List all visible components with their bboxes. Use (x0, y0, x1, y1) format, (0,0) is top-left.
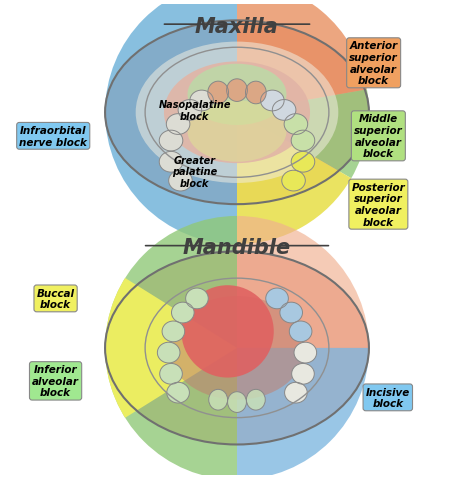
Ellipse shape (209, 390, 228, 410)
Ellipse shape (160, 364, 182, 384)
Ellipse shape (246, 82, 266, 105)
Text: Maxilla: Maxilla (195, 17, 279, 36)
Ellipse shape (186, 288, 208, 309)
Ellipse shape (261, 91, 284, 112)
Ellipse shape (289, 321, 312, 342)
Ellipse shape (172, 302, 194, 323)
Ellipse shape (246, 390, 265, 410)
Ellipse shape (105, 21, 369, 205)
Ellipse shape (190, 91, 213, 112)
Ellipse shape (292, 364, 314, 384)
Ellipse shape (164, 62, 310, 164)
Ellipse shape (188, 101, 286, 162)
Ellipse shape (178, 100, 201, 121)
Ellipse shape (266, 288, 288, 309)
Wedge shape (105, 216, 237, 480)
Ellipse shape (136, 43, 338, 183)
Text: Posterior
superior
alveolar
block: Posterior superior alveolar block (352, 182, 405, 227)
Ellipse shape (291, 131, 315, 152)
Ellipse shape (208, 82, 228, 105)
Text: Buccal
block: Buccal block (36, 288, 74, 310)
Wedge shape (237, 0, 367, 113)
Ellipse shape (273, 100, 296, 121)
Text: Middle
superior
alveolar
block: Middle superior alveolar block (354, 114, 403, 159)
Ellipse shape (157, 343, 180, 363)
Ellipse shape (159, 131, 183, 152)
Text: Incisive
block: Incisive block (365, 387, 410, 408)
Ellipse shape (169, 297, 305, 400)
Ellipse shape (291, 152, 315, 173)
Ellipse shape (169, 171, 192, 192)
Ellipse shape (284, 383, 307, 403)
Wedge shape (237, 90, 369, 179)
Text: Inferior
alveolar
block: Inferior alveolar block (32, 364, 79, 397)
Ellipse shape (294, 343, 317, 363)
Wedge shape (105, 278, 237, 418)
Wedge shape (237, 216, 369, 348)
Ellipse shape (228, 392, 246, 413)
Ellipse shape (188, 65, 286, 126)
Wedge shape (237, 113, 351, 245)
Ellipse shape (284, 114, 308, 135)
Ellipse shape (282, 171, 305, 192)
Ellipse shape (159, 152, 183, 173)
Ellipse shape (227, 80, 247, 102)
Wedge shape (105, 0, 237, 245)
Ellipse shape (162, 321, 185, 342)
Ellipse shape (105, 252, 369, 444)
Text: Nasopalatine
block: Nasopalatine block (158, 100, 231, 121)
Ellipse shape (167, 383, 190, 403)
Ellipse shape (280, 302, 302, 323)
Text: Mandible: Mandible (183, 238, 291, 258)
Ellipse shape (182, 286, 274, 378)
Text: Infraorbital
nerve block: Infraorbital nerve block (19, 126, 87, 147)
Ellipse shape (166, 114, 190, 135)
Text: Greater
palatine
block: Greater palatine block (172, 155, 217, 188)
Wedge shape (237, 348, 369, 480)
Text: Anterior
superior
alveolar
block: Anterior superior alveolar block (349, 41, 398, 86)
